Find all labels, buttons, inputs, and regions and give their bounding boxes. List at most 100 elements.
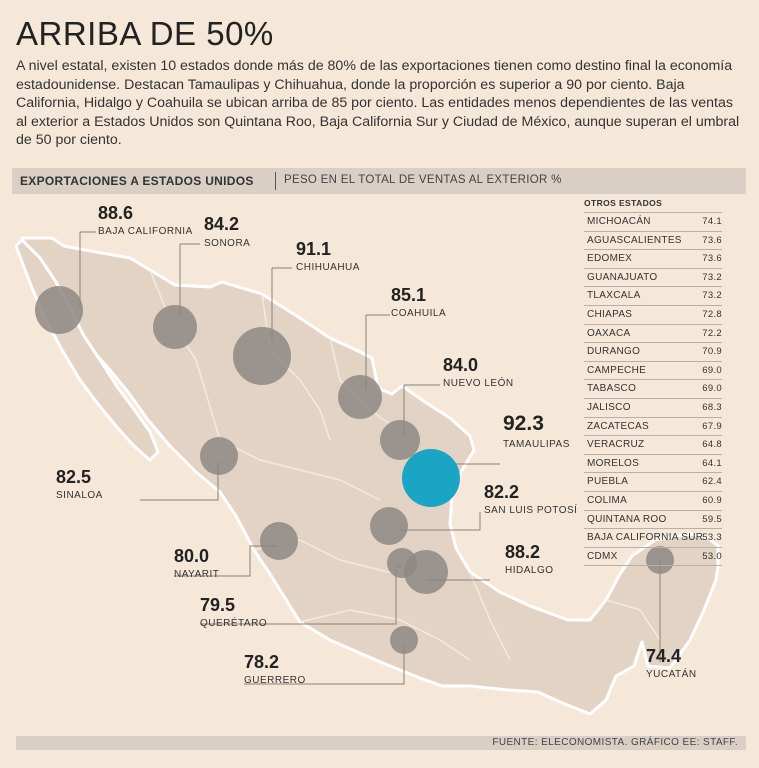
- value-sinaloa: 82.5: [56, 467, 92, 487]
- state-name: DURANGO: [587, 346, 641, 358]
- bubble-nayarit[interactable]: [260, 522, 298, 560]
- label-guerrero: GUERRERO: [244, 675, 306, 686]
- table-row: MICHOACÁN 74.1: [584, 213, 722, 232]
- state-value: 53.3: [702, 532, 722, 544]
- table-row: VERACRUZ 64.8: [584, 436, 722, 455]
- state-value: 72.8: [702, 308, 722, 320]
- state-value: 67.9: [702, 420, 722, 432]
- state-name: BAJA CALIFORNIA SUR: [587, 532, 704, 544]
- state-value: 60.9: [702, 494, 722, 506]
- state-name: GUANAJUATO: [587, 271, 658, 283]
- state-value: 64.8: [702, 439, 722, 451]
- state-name: TABASCO: [587, 383, 637, 395]
- value-nayarit: 80.0: [174, 546, 210, 566]
- state-value: 73.6: [702, 253, 722, 265]
- bubble-chihuahua[interactable]: [233, 327, 291, 385]
- state-name: ZACATECAS: [587, 420, 649, 432]
- bubble-coahuila[interactable]: [338, 375, 382, 419]
- table-row: JALISCO 68.3: [584, 399, 722, 418]
- state-name: MORELOS: [587, 457, 640, 469]
- table-row: PUEBLA 62.4: [584, 473, 722, 492]
- section-divider: [275, 172, 276, 190]
- state-name: CAMPECHE: [587, 364, 647, 376]
- value-queretaro: 79.5: [200, 595, 236, 615]
- state-value: 64.1: [702, 457, 722, 469]
- other-states-header: OTROS ESTADOS: [584, 198, 722, 213]
- table-row: BAJA CALIFORNIA SUR 53.3: [584, 529, 722, 548]
- bubble-yucatan[interactable]: [646, 546, 674, 574]
- table-row: CHIAPAS 72.8: [584, 306, 722, 325]
- label-queretaro: QUERÉTARO: [200, 618, 268, 629]
- bubble-nuevo-leon[interactable]: [380, 420, 420, 460]
- state-value: 69.0: [702, 383, 722, 395]
- table-row: CAMPECHE 69.0: [584, 362, 722, 381]
- value-yucatan: 74.4: [646, 646, 682, 666]
- state-value: 62.4: [702, 476, 722, 488]
- table-row: DURANGO 70.9: [584, 343, 722, 362]
- value-baja-california: 88.6: [98, 203, 134, 223]
- label-hidalgo: HIDALGO: [505, 565, 554, 576]
- state-name: PUEBLA: [587, 476, 629, 488]
- label-tamaulipas: TAMAULIPAS: [503, 439, 570, 450]
- state-value: 70.9: [702, 346, 722, 358]
- other-states-table: OTROS ESTADOS MICHOACÁN 74.1 AGUASCALIENTE…: [584, 198, 722, 567]
- label-nayarit: NAYARIT: [174, 569, 220, 580]
- value-sonora: 84.2: [204, 214, 240, 234]
- page-title: ARRIBA DE 50%: [16, 15, 274, 52]
- state-name: CDMX: [587, 550, 618, 562]
- label-chihuahua: CHIHUAHUA: [296, 262, 360, 273]
- footer-bar: FUENTE: ELECONOMISTA. GRÁFICO EE: STAFF.: [16, 736, 746, 750]
- state-value: 73.2: [702, 290, 722, 302]
- state-value: 72.2: [702, 327, 722, 339]
- state-name: OAXACA: [587, 327, 631, 339]
- table-row: QUINTANA ROO 59.5: [584, 511, 722, 530]
- value-coahuila: 85.1: [391, 285, 427, 305]
- table-row: CDMX 53.0: [584, 548, 722, 567]
- label-sonora: SONORA: [204, 238, 251, 249]
- table-row: ZACATECAS 67.9: [584, 418, 722, 437]
- table-row: AGUASCALIENTES 73.6: [584, 232, 722, 251]
- table-row: OAXACA 72.2: [584, 325, 722, 344]
- state-name: CHIAPAS: [587, 308, 633, 320]
- state-name: TLAXCALA: [587, 290, 641, 302]
- other-states-rows: MICHOACÁN 74.1 AGUASCALIENTES 73.6 EDOMEX 73.…: [584, 213, 722, 567]
- state-name: VERACRUZ: [587, 439, 645, 451]
- state-name: QUINTANA ROO: [587, 513, 667, 525]
- state-name: JALISCO: [587, 401, 631, 413]
- bubble-baja-california[interactable]: [35, 286, 83, 334]
- table-row: TABASCO 69.0: [584, 380, 722, 399]
- value-san-luis-potosi: 82.2: [484, 482, 520, 502]
- state-name: EDOMEX: [587, 253, 633, 265]
- value-nuevo-leon: 84.0: [443, 355, 479, 375]
- bubbles: [35, 286, 674, 654]
- section-sublabel: PESO EN EL TOTAL DE VENTAS AL EXTERIOR %: [284, 174, 562, 186]
- table-row: MORELOS 64.1: [584, 455, 722, 474]
- table-row: COLIMA 60.9: [584, 492, 722, 511]
- state-value: 69.0: [702, 364, 722, 376]
- section-header: EXPORTACIONES A ESTADOS UNIDOS PESO EN E…: [12, 168, 746, 194]
- bubble-sonora[interactable]: [153, 305, 197, 349]
- section-label: EXPORTACIONES A ESTADOS UNIDOS: [20, 174, 254, 188]
- bubble-san-luis-potosi[interactable]: [370, 507, 408, 545]
- state-value: 59.5: [702, 513, 722, 525]
- value-hidalgo: 88.2: [505, 542, 541, 562]
- label-baja-california: BAJA CALIFORNIA: [98, 226, 193, 237]
- intro-paragraph: A nivel estatal, existen 10 estados dond…: [16, 58, 740, 148]
- value-chihuahua: 91.1: [296, 239, 332, 259]
- bubble-queretaro[interactable]: [387, 548, 417, 578]
- table-row: GUANAJUATO 73.2: [584, 269, 722, 288]
- state-name: COLIMA: [587, 494, 628, 506]
- value-guerrero: 78.2: [244, 652, 280, 672]
- source-credit: FUENTE: ELECONOMISTA. GRÁFICO EE: STAFF.: [492, 737, 738, 748]
- bubble-tamaulipas[interactable]: [402, 449, 460, 507]
- value-tamaulipas: 92.3: [503, 412, 544, 435]
- label-nuevo-leon: NUEVO LEÓN: [443, 378, 514, 389]
- bubble-sinaloa[interactable]: [200, 437, 238, 475]
- label-sinaloa: SINALOA: [56, 490, 103, 501]
- state-value: 53.0: [702, 550, 722, 562]
- table-row: TLAXCALA 73.2: [584, 287, 722, 306]
- bubble-guerrero[interactable]: [390, 626, 418, 654]
- state-name: AGUASCALIENTES: [587, 234, 682, 246]
- state-value: 73.6: [702, 234, 722, 246]
